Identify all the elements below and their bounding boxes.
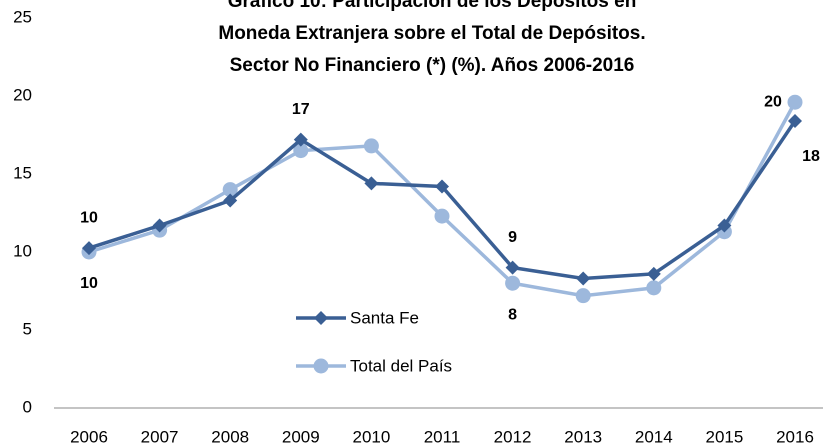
x-tick-label: 2010 (352, 427, 390, 445)
title-line: Moneda Extranjera sobre el Total de Depó… (218, 23, 645, 44)
data-label: 18 (802, 148, 820, 165)
x-tick-label: 2009 (282, 427, 320, 445)
y-tick-label: 20 (13, 85, 32, 104)
marker (82, 241, 96, 256)
legend-label: Santa Fe (350, 308, 419, 327)
x-tick-label: 2016 (776, 427, 814, 445)
y-tick-label: 5 (23, 319, 32, 338)
x-tick-label: 2008 (211, 427, 249, 445)
legend-marker (313, 358, 329, 374)
marker (222, 182, 238, 198)
data-label: 17 (292, 101, 310, 118)
marker (152, 218, 167, 233)
marker (646, 266, 661, 281)
marker (788, 113, 802, 128)
title-line: Sector No Financiero (*) (%). Años 2006-… (230, 55, 635, 76)
marker (646, 280, 662, 296)
marker (434, 208, 450, 224)
marker (505, 275, 521, 291)
legend-marker (314, 311, 328, 325)
title-line: Gráfico 10: Participación de los Depósit… (228, 0, 637, 12)
marker (787, 94, 803, 110)
data-label: 20 (764, 93, 782, 110)
x-tick-label: 2015 (705, 427, 743, 445)
marker (435, 179, 449, 194)
y-tick-label: 15 (13, 163, 32, 182)
marker (223, 193, 238, 208)
legend-label: Total del País (350, 356, 452, 375)
marker (576, 271, 591, 286)
marker (364, 176, 379, 191)
data-label: 8 (508, 306, 517, 323)
marker (575, 288, 591, 304)
marker (505, 260, 520, 275)
y-tick-label: 25 (13, 7, 32, 26)
data-label: 10 (80, 275, 98, 292)
chart-title: Gráfico 10: Participación de los Depósit… (218, 0, 645, 76)
data-label: 10 (80, 209, 98, 226)
x-tick-label: 2014 (635, 427, 673, 445)
marker (293, 132, 308, 147)
x-tick-label: 2011 (424, 427, 461, 445)
marker (293, 143, 309, 159)
x-tick-label: 2013 (564, 427, 602, 445)
series-line (88, 101, 797, 298)
x-tick-label: 2007 (141, 427, 179, 445)
y-tick-label: 10 (13, 241, 32, 260)
series-line (88, 119, 797, 281)
x-tick-label: 2006 (70, 427, 108, 445)
y-tick-label: 0 (23, 397, 32, 416)
data-label: 9 (508, 229, 517, 246)
x-tick-label: 2012 (494, 427, 532, 445)
marker (363, 138, 379, 154)
marker (717, 218, 732, 233)
